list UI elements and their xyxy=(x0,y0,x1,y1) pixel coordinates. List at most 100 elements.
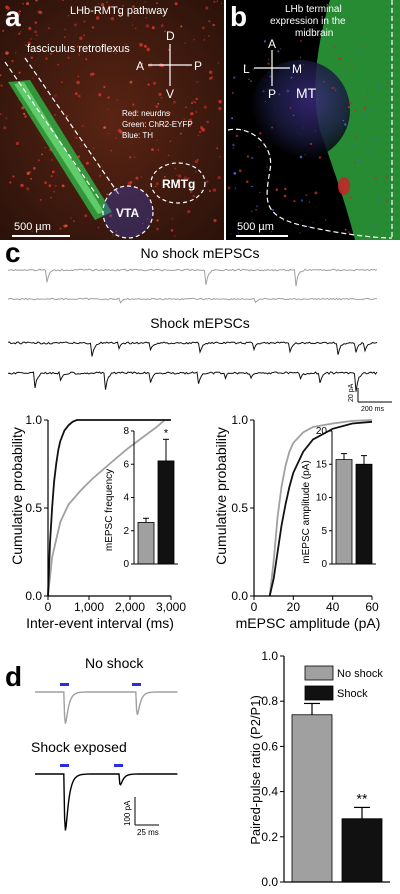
legend-label-shock: Shock xyxy=(337,688,368,700)
inset-ytick-label: 6 xyxy=(123,459,129,470)
legend-swatch-shock xyxy=(304,685,334,701)
interval-cdf-ytick-label: 0.5 xyxy=(25,501,42,515)
panel-c-scalebar xyxy=(357,388,392,403)
no-shock-trace-2 xyxy=(7,297,377,304)
shock-mepsc-title: Shock mEPSCs xyxy=(150,315,250,331)
panel-d-scale-x: 25 ms xyxy=(137,828,159,837)
interval-cdf-ylabel: Cumulative probability xyxy=(9,427,25,565)
interval-cdf-xlabel: Inter-event interval (ms) xyxy=(26,615,174,631)
compass-b-p-label: P xyxy=(268,87,276,101)
shock-stim-marker-1 xyxy=(60,764,69,767)
amplitude-cdf-chart: 0 20 40 600.00.51.0 Cumulative probability … xyxy=(213,413,380,631)
ppr-legend: No shock Shock xyxy=(304,665,383,701)
no-shock-stim-marker-2 xyxy=(132,683,141,686)
amplitude-inset-ylabel: mEPSC amplitude (pA) xyxy=(301,460,312,563)
amplitude-cdf-xtick-label: 60 xyxy=(365,600,379,614)
shock-stim-marker-2 xyxy=(114,764,123,767)
ppr-ytick-label: 0.2 xyxy=(261,830,278,844)
panel-b-title-line3: midbrain xyxy=(295,28,333,39)
amplitude-cdf-xlabel: mEPSC amplitude (pA) xyxy=(236,615,381,631)
interval-cdf-xtick-label: 2,000 xyxy=(115,600,145,614)
compass-a-label: A xyxy=(136,59,144,73)
panel-d-scalebar xyxy=(134,797,159,826)
panel-d-scale-y: 100 pA xyxy=(123,800,132,826)
amplitude-cdf-series-0 xyxy=(268,419,373,597)
panel-b-compass: A P L M xyxy=(243,37,302,101)
inset-ytick-label: 5 xyxy=(321,526,327,537)
panel-b-dashed-outline xyxy=(227,0,393,239)
panel-c-scale-y: 20 pA xyxy=(348,383,355,402)
panel-b-blue-region xyxy=(250,60,350,160)
panel-b-scale-label: 500 µm xyxy=(237,221,274,233)
amplitude-cdf-ytick-label: 0.0 xyxy=(231,589,248,603)
inset-bar-0 xyxy=(335,459,353,565)
fasciculus-tract-core xyxy=(14,82,104,214)
panel-d-letter: d xyxy=(5,661,22,692)
panel-b-title-line1: LHb terminal xyxy=(285,4,342,15)
panel-c-letter: c xyxy=(5,237,21,268)
interval-cdf-xtick-label: 1,000 xyxy=(74,600,104,614)
interval-cdf-series-1 xyxy=(47,419,171,597)
amplitude-cdf-ylabel: Cumulative probability xyxy=(213,427,229,565)
ppr-bar-1 xyxy=(341,818,383,883)
ppr-ylabel: Paired-pulse ratio (P2/P1) xyxy=(248,695,263,845)
panel-a-dashed-tract-outline xyxy=(4,57,121,201)
rmtg-label: RMTg xyxy=(162,177,195,191)
no-shock-mepsc-title: No shock mEPSCs xyxy=(140,245,259,261)
panel-b-green-tract xyxy=(315,0,400,240)
ppr-ytick-label: 0.4 xyxy=(261,785,278,799)
panel-a-scale-label: 500 µm xyxy=(14,221,51,233)
inset-ytick-label: 8 xyxy=(123,426,129,437)
panel-b-title-line2: expression in the xyxy=(270,16,346,27)
interval-cdf-xtick-label: 3,000 xyxy=(156,600,186,614)
panel-a-legend-green: Green: ChR2-EYFP xyxy=(122,120,193,129)
frequency-inset-ylabel: mEPSC frequency xyxy=(104,469,115,551)
compass-b-l-label: L xyxy=(243,62,250,76)
inset-ytick-label: 0 xyxy=(321,559,327,570)
panel-a-neuron-dots xyxy=(0,0,223,237)
ppr-bar-chart: ** 0.0 0.2 0.4 0.6 0.8 1.0 Paired-pulse ratio… xyxy=(248,649,390,889)
ppr-ytick-label: 0.8 xyxy=(261,694,278,708)
shock-trace-2 xyxy=(7,370,378,392)
no-shock-evoked-title: No shock xyxy=(85,655,144,671)
inset-ytick-label: 2 xyxy=(123,526,129,537)
panel-b: b LHb terminal expression in the midbrai… xyxy=(226,0,400,240)
inset-ytick-label: 15 xyxy=(316,459,328,470)
legend-label-no-shock: No shock xyxy=(337,668,383,680)
amplitude-cdf-xtick-label: 0 xyxy=(251,600,258,614)
inset-bar-0 xyxy=(137,522,155,565)
ppr-ytick-label: 0.6 xyxy=(261,739,278,753)
interval-cdf-ytick-label: 1.0 xyxy=(25,413,42,427)
interval-cdf-xtick-label: 0 xyxy=(45,600,52,614)
interval-cdf-series-0 xyxy=(47,419,166,597)
interval-cdf-chart: 0 1,000 2,000 3,000 0.0 0.5 1.0 Cumulative pro… xyxy=(9,413,186,631)
compass-b-m-label: M xyxy=(292,62,302,76)
inset-ytick-label: 10 xyxy=(316,493,328,504)
panel-a-legend-red: Red: neurdns xyxy=(122,109,170,118)
panel-b-letter: b xyxy=(230,1,247,32)
compass-d-label: D xyxy=(166,29,175,43)
shock-evoked-trace xyxy=(35,773,178,831)
no-shock-trace-1 xyxy=(7,268,378,287)
compass-v-label: V xyxy=(166,87,174,101)
amplitude-cdf-ytick-label: 0.5 xyxy=(231,501,248,515)
legend-swatch-no-shock xyxy=(304,665,334,681)
panel-a-compass: D V A P xyxy=(136,29,202,101)
shock-trace-1 xyxy=(7,341,378,357)
panel-a-legend-blue: Blue: TH xyxy=(122,131,153,140)
no-shock-stim-marker-1 xyxy=(60,683,69,686)
inset-ytick-label: 4 xyxy=(123,493,129,504)
interval-cdf-ytick-label: 0.0 xyxy=(25,589,42,603)
rmtg-region-outline xyxy=(150,162,206,204)
ppr-significance: ** xyxy=(357,790,368,806)
amplitude-cdf-ytick-label: 1.0 xyxy=(231,413,248,427)
compass-p-label: P xyxy=(194,59,202,73)
mt-label: MT xyxy=(296,85,317,101)
panel-c-scale-x: 200 ms xyxy=(361,406,384,413)
ppr-ytick-label: 0.0 xyxy=(261,875,278,889)
vta-region-outline xyxy=(102,185,154,239)
inset-ytick-label: 0 xyxy=(123,559,129,570)
panel-b-neuron-dots xyxy=(227,39,389,235)
amplitude-cdf-xtick-label: 20 xyxy=(287,600,301,614)
